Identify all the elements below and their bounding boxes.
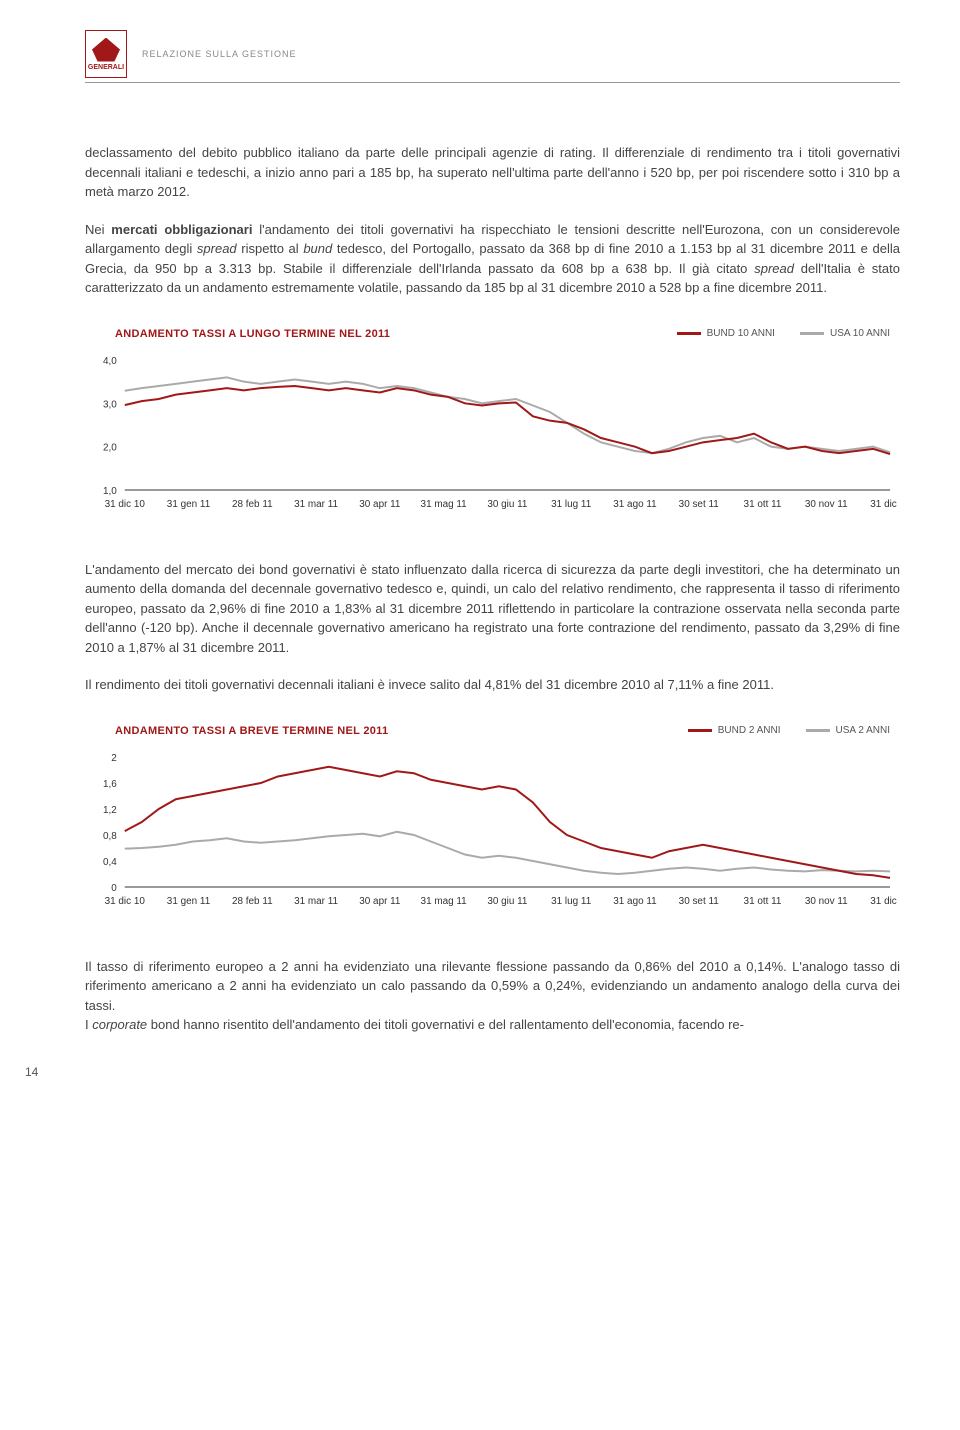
svg-text:31 mag 11: 31 mag 11 (421, 895, 468, 906)
svg-text:31 dic 11: 31 dic 11 (870, 498, 900, 509)
svg-text:31 gen 11: 31 gen 11 (167, 498, 211, 509)
section-title: RELAZIONE SULLA GESTIONE (142, 49, 297, 59)
chart2-legend: BUND 2 ANNI USA 2 ANNI (688, 725, 890, 736)
chart2-header: ANDAMENTO TASSI A BREVE TERMINE NEL 2011… (85, 725, 900, 752)
chart2-title: ANDAMENTO TASSI A BREVE TERMINE NEL 2011 (115, 725, 388, 737)
svg-text:31 dic 10: 31 dic 10 (105, 498, 146, 509)
svg-text:31 dic 11: 31 dic 11 (870, 895, 900, 906)
legend-swatch-bund (677, 332, 701, 335)
paragraph-3: L'andamento del mercato dei bond governa… (85, 560, 900, 658)
svg-text:31 lug 11: 31 lug 11 (551, 895, 592, 906)
chart-long-term: ANDAMENTO TASSI A LUNGO TERMINE NEL 2011… (85, 328, 900, 520)
svg-text:30 giu 11: 30 giu 11 (487, 498, 528, 509)
svg-text:30 nov 11: 30 nov 11 (805, 498, 848, 509)
svg-text:31 mag 11: 31 mag 11 (421, 498, 468, 509)
chart1-legend: BUND 10 ANNI USA 10 ANNI (677, 328, 890, 339)
svg-text:0,8: 0,8 (103, 830, 117, 841)
chart1-header: ANDAMENTO TASSI A LUNGO TERMINE NEL 2011… (85, 328, 900, 355)
svg-text:31 dic 10: 31 dic 10 (105, 895, 146, 906)
legend-swatch-usa (800, 332, 824, 335)
logo-text: GENERALI (88, 64, 124, 71)
svg-text:30 apr 11: 30 apr 11 (359, 895, 401, 906)
page-container: GENERALI RELAZIONE SULLA GESTIONE declas… (0, 0, 960, 1119)
svg-text:30 set 11: 30 set 11 (679, 895, 720, 906)
chart2-canvas: 2 1,6 1,2 0,8 0,4 0 31 dic 10 31 gen 11 28 feb 1… (85, 752, 900, 912)
legend-label: USA 2 ANNI (836, 725, 890, 736)
legend-bund-10: BUND 10 ANNI (677, 328, 775, 339)
chart-short-term: ANDAMENTO TASSI A BREVE TERMINE NEL 2011… (85, 725, 900, 917)
svg-text:31 ago 11: 31 ago 11 (613, 498, 657, 509)
legend-usa-10: USA 10 ANNI (800, 328, 890, 339)
svg-text:31 ott 11: 31 ott 11 (744, 498, 782, 509)
svg-text:30 set 11: 30 set 11 (679, 498, 720, 509)
svg-text:30 nov 11: 30 nov 11 (805, 895, 848, 906)
paragraph-5: Il tasso di riferimento europeo a 2 anni… (85, 957, 900, 1035)
svg-text:31 gen 11: 31 gen 11 (167, 895, 211, 906)
legend-label: USA 10 ANNI (830, 328, 890, 339)
svg-text:28 feb 11: 28 feb 11 (232, 895, 273, 906)
chart1-canvas: 4,0 3,0 2,0 1,0 31 dic 10 31 gen 11 28 feb 11 3… (85, 355, 900, 515)
legend-swatch-usa2 (806, 729, 830, 732)
paragraph-4: Il rendimento dei titoli governativi dec… (85, 675, 900, 695)
svg-text:31 mar 11: 31 mar 11 (294, 498, 338, 509)
svg-text:1,2: 1,2 (103, 804, 117, 815)
svg-text:4,0: 4,0 (103, 355, 117, 366)
chart1-title: ANDAMENTO TASSI A LUNGO TERMINE NEL 2011 (115, 328, 390, 340)
generali-logo: GENERALI (85, 30, 127, 78)
svg-text:1,0: 1,0 (103, 485, 117, 496)
legend-label: BUND 2 ANNI (718, 725, 781, 736)
svg-text:3,0: 3,0 (103, 399, 117, 410)
page-number: 14 (25, 1065, 900, 1079)
svg-text:0,4: 0,4 (103, 856, 117, 867)
paragraph-1: declassamento del debito pubblico italia… (85, 143, 900, 202)
svg-text:31 ago 11: 31 ago 11 (613, 895, 657, 906)
legend-bund-2: BUND 2 ANNI (688, 725, 781, 736)
legend-label: BUND 10 ANNI (707, 328, 775, 339)
legend-usa-2: USA 2 ANNI (806, 725, 890, 736)
svg-text:2,0: 2,0 (103, 442, 117, 453)
legend-swatch-bund2 (688, 729, 712, 732)
paragraph-2: Nei mercati obbligazionari l'andamento d… (85, 220, 900, 298)
svg-text:31 ott 11: 31 ott 11 (744, 895, 782, 906)
svg-text:31 lug 11: 31 lug 11 (551, 498, 592, 509)
page-header: GENERALI RELAZIONE SULLA GESTIONE (85, 30, 900, 83)
lion-icon (92, 38, 120, 62)
svg-text:2: 2 (111, 752, 117, 763)
svg-text:0: 0 (111, 882, 117, 893)
svg-text:31 mar 11: 31 mar 11 (294, 895, 338, 906)
svg-text:1,6: 1,6 (103, 778, 117, 789)
svg-text:30 apr 11: 30 apr 11 (359, 498, 401, 509)
svg-text:28 feb 11: 28 feb 11 (232, 498, 273, 509)
svg-text:30 giu 11: 30 giu 11 (487, 895, 528, 906)
